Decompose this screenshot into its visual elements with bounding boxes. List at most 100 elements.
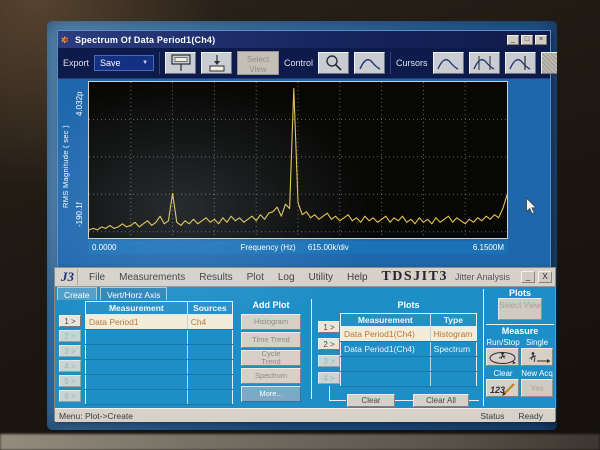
measure-label: Measure xyxy=(501,326,539,336)
table-row[interactable] xyxy=(85,344,233,360)
table-row[interactable] xyxy=(85,389,233,405)
plot-area-wrap: RMS Magnitude ( sec ) 4.032p -190.1f 0.0… xyxy=(58,79,550,269)
single-cursor-button[interactable] xyxy=(504,52,536,74)
menu-measurements[interactable]: Measurements xyxy=(119,271,186,283)
panel-separator xyxy=(311,299,312,399)
spectrum-plot[interactable] xyxy=(88,81,508,239)
toolbar-separator xyxy=(390,52,392,74)
new-acq-yes-button[interactable]: Yes xyxy=(521,379,553,397)
plot-row-button-3[interactable]: 3 > xyxy=(318,355,340,367)
clear-all-button[interactable]: Clear All xyxy=(413,394,469,407)
menu-utility[interactable]: Utility xyxy=(308,271,333,283)
cursor-off-button[interactable] xyxy=(432,52,464,74)
run-stop-button[interactable] xyxy=(486,348,519,366)
meas-row-button-2[interactable]: 2 > xyxy=(59,330,81,342)
column-header-sources: Sources xyxy=(187,301,233,315)
chevron-down-icon: ▼ xyxy=(142,60,149,66)
meas-row-button-4[interactable]: 4 > xyxy=(59,360,81,372)
spectrum-plot-svg xyxy=(89,82,507,238)
plot-row-button-4[interactable]: 4 > xyxy=(318,372,340,384)
float-plot-button[interactable] xyxy=(165,52,197,74)
save-dropdown-label: Save xyxy=(100,58,121,68)
minimize-button[interactable]: _ xyxy=(507,34,519,45)
add-plot-title: Add Plot xyxy=(252,300,290,310)
status-value: Ready xyxy=(518,410,543,421)
x-axis-end-label: 6.1500M xyxy=(472,243,504,252)
connector-line xyxy=(329,400,346,401)
single-label: Single xyxy=(525,338,549,347)
table-row[interactable] xyxy=(85,359,233,375)
clear-button[interactable]: Clear xyxy=(347,394,395,407)
close-button[interactable]: × xyxy=(535,34,547,45)
add-time-trend-button[interactable]: Time Trend xyxy=(241,332,301,348)
cursor-readout-button[interactable] xyxy=(540,52,557,74)
connector-line xyxy=(329,386,330,400)
table-row[interactable] xyxy=(85,329,233,345)
plot-row-button-2[interactable]: 2 > xyxy=(318,338,340,350)
menu-file[interactable]: File xyxy=(89,271,106,283)
waveform-icon xyxy=(437,59,459,70)
tdsjit3-window: J3 File Measurements Results Plot Log Ut… xyxy=(54,267,556,422)
column-header-type: Type xyxy=(430,313,477,327)
toolbar-separator xyxy=(159,52,161,74)
measure-clear-label: Clear xyxy=(493,369,513,378)
monitor-bezel xyxy=(0,434,600,450)
tab-vert-horz-axis[interactable]: Vert/Horz Axis xyxy=(100,287,168,300)
save-dropdown[interactable]: Save ▼ xyxy=(94,55,155,71)
zoom-button[interactable] xyxy=(318,52,350,74)
table-row[interactable]: Data Period1(Ch4) Histogram xyxy=(340,326,477,342)
j3-logo: J3 xyxy=(58,269,78,285)
tab-create[interactable]: Create xyxy=(57,287,97,300)
float-plot-icon xyxy=(170,54,191,71)
table-row[interactable]: Data Period1(Ch4) Spectrum xyxy=(340,341,477,357)
select-view-button[interactable]: Select View xyxy=(237,51,280,75)
close-icon: X xyxy=(542,272,548,281)
app-close-button[interactable]: X xyxy=(538,271,552,283)
menu-help[interactable]: Help xyxy=(347,271,368,283)
meas-row-button-6[interactable]: 6 > xyxy=(59,390,81,402)
measure-clear-button[interactable]: 123 xyxy=(486,379,519,397)
single-icon xyxy=(529,351,551,363)
status-label: Status xyxy=(480,410,505,421)
minimize-icon: _ xyxy=(525,272,531,281)
maximize-button[interactable]: □ xyxy=(521,34,533,45)
pan-waveform-button[interactable] xyxy=(354,52,386,74)
meas-row-button-5[interactable]: 5 > xyxy=(59,375,81,387)
clear-results-icon: 123 xyxy=(490,382,515,396)
export-label: Export xyxy=(63,58,90,68)
add-histogram-button[interactable]: Histogram xyxy=(241,314,301,330)
y-axis-title: RMS Magnitude ( sec ) xyxy=(61,125,70,209)
brand-subtitle: Jitter Analysis xyxy=(454,272,510,282)
menu-results[interactable]: Results xyxy=(199,271,233,283)
add-cycle-trend-button[interactable]: Cycle Trend xyxy=(241,350,301,366)
panel-separator xyxy=(483,289,484,406)
connector-line xyxy=(395,400,413,401)
plot-row-button-1[interactable]: 1 > xyxy=(318,321,340,333)
table-row[interactable] xyxy=(340,356,477,372)
app-minimize-button[interactable]: _ xyxy=(521,271,535,283)
status-bar: Menu: Plot->Create Status Ready xyxy=(55,408,555,422)
measurement-cell: Data Period1 xyxy=(85,314,188,330)
meas-row-button-3[interactable]: 3 > xyxy=(59,345,81,357)
x-axis-strip: 0.0000 Frequency (Hz) 615.00k/div 6.1500… xyxy=(88,241,508,254)
table-row[interactable]: Data Period1 Ch4 xyxy=(85,314,233,330)
maximize-icon: □ xyxy=(524,35,530,43)
spectrum-app-icon: ✱ ✱ xyxy=(61,34,69,45)
measurements-table: Measurement Sources Data Period1 Ch4 xyxy=(85,301,233,405)
column-header-measurement: Measurement xyxy=(85,301,188,315)
add-more-button[interactable]: More... xyxy=(241,386,301,402)
meas-row-button-1[interactable]: 1 > xyxy=(59,315,81,327)
vertical-cursors-button[interactable] xyxy=(468,52,500,74)
spectrum-titlebar[interactable]: ✱ ✱ Spectrum Of Data Period1(Ch4) _ □ × xyxy=(58,31,550,48)
single-button[interactable] xyxy=(521,348,553,366)
menu-log[interactable]: Log xyxy=(277,271,295,283)
source-cell: Ch4 xyxy=(187,314,233,330)
run-stop-icon xyxy=(489,351,516,364)
menu-plot[interactable]: Plot xyxy=(246,271,264,283)
table-row[interactable] xyxy=(340,371,477,387)
dock-plot-button[interactable] xyxy=(201,52,233,74)
plots-select-view-button[interactable]: Select View xyxy=(498,298,542,320)
plot-measurement-cell: Data Period1(Ch4) xyxy=(340,326,431,342)
table-row[interactable] xyxy=(85,374,233,390)
add-spectrum-button[interactable]: Spectrum xyxy=(241,368,301,384)
